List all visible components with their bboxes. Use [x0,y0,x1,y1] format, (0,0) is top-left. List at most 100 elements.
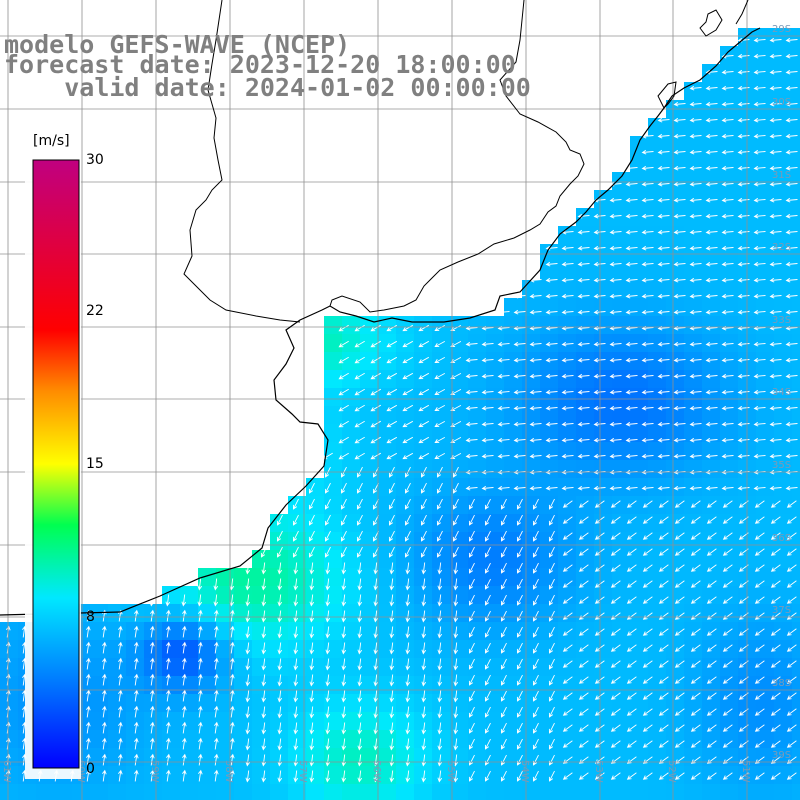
wind-arrow [437,690,443,703]
wind-arrow [578,580,589,588]
wind-arrow [754,500,765,508]
latitude-label: 39S [772,750,791,761]
wind-arrow [150,689,155,702]
wind-arrow [737,181,750,187]
speed-cell [270,784,288,800]
speed-cell [432,712,450,730]
speed-cell [324,784,342,800]
speed-cell [522,442,540,460]
speed-cell [648,154,666,172]
wind-arrow [516,706,523,718]
speed-cell [468,730,486,748]
speed-cell [396,424,414,442]
wind-arrow [545,341,558,347]
wind-arrow [641,149,654,155]
speed-cell [630,136,648,154]
wind-arrow [545,309,558,315]
speed-cell [792,442,800,460]
wind-arrow [468,642,475,654]
wind-arrow [532,578,539,590]
speed-cell [702,352,720,370]
speed-cell [342,478,360,496]
wind-arrow [689,341,702,347]
speed-cell [540,730,558,748]
wind-arrow [785,133,798,139]
wind-arrow [737,437,750,443]
speed-cell [90,730,108,748]
speed-cell [756,118,774,136]
wind-arrow [561,293,574,299]
wind-arrow [753,245,766,251]
wind-arrow [434,389,446,396]
speed-cell [486,658,504,676]
wind-arrow [785,453,798,459]
wind-arrow [357,738,363,751]
speed-cell [432,388,450,406]
speed-cell [198,640,216,658]
wind-arrow [609,405,622,411]
wind-arrow [484,514,491,526]
speed-cell [306,604,324,622]
speed-cell [378,550,396,568]
wind-arrow [102,721,107,734]
speed-cell [756,460,774,478]
speed-cell [378,514,396,532]
speed-cell [576,478,594,496]
wind-arrow [356,530,363,542]
speed-cell [684,748,702,766]
speed-cell [792,568,800,586]
speed-cell [792,784,800,800]
wind-arrow [373,754,379,767]
wind-arrow [389,738,395,751]
wind-arrow [450,389,462,396]
speed-cell [90,694,108,712]
wind-arrow [338,356,349,364]
wind-arrow [405,706,411,719]
speed-cell [396,676,414,694]
wind-arrow [341,690,347,703]
wind-arrow [532,498,539,510]
speed-cell [432,370,450,388]
speed-cell [612,280,630,298]
speed-cell [324,694,342,712]
wind-arrow [405,562,411,575]
latitude-label: 30S [772,97,791,108]
wind-arrow [468,562,475,574]
speed-cell [288,766,306,784]
wind-arrow [754,708,765,716]
wind-arrow [642,724,653,732]
wind-arrow [706,740,717,748]
speed-cell [0,784,18,800]
speed-cell [234,784,252,800]
wind-arrow [166,721,171,734]
speed-cell [432,568,450,586]
speed-cell [792,640,800,658]
wind-arrow [134,609,139,622]
speed-cell [702,694,720,712]
wind-arrow [166,657,171,670]
speed-cell [666,370,684,388]
speed-cell [306,658,324,676]
wind-arrow [418,452,430,460]
wind-arrow [737,453,750,459]
wind-arrow [754,772,765,780]
wind-arrow [705,293,718,299]
speed-cell [306,748,324,766]
wind-arrow [721,277,734,283]
wind-arrow [118,689,123,702]
speed-cell [792,424,800,442]
wind-arrow [484,770,491,782]
speed-cell [576,262,594,280]
wind-arrow [545,389,558,395]
wind-arrow [561,453,574,459]
wind-arrow [658,676,669,684]
wind-arrow [674,708,685,716]
wind-arrow [753,69,766,75]
speed-cell [720,46,738,64]
speed-cell [450,622,468,640]
speed-cell [630,226,648,244]
wind-arrow [86,737,91,750]
wind-arrow [356,482,363,494]
wind-arrow [548,690,555,702]
speed-cell [684,586,702,604]
